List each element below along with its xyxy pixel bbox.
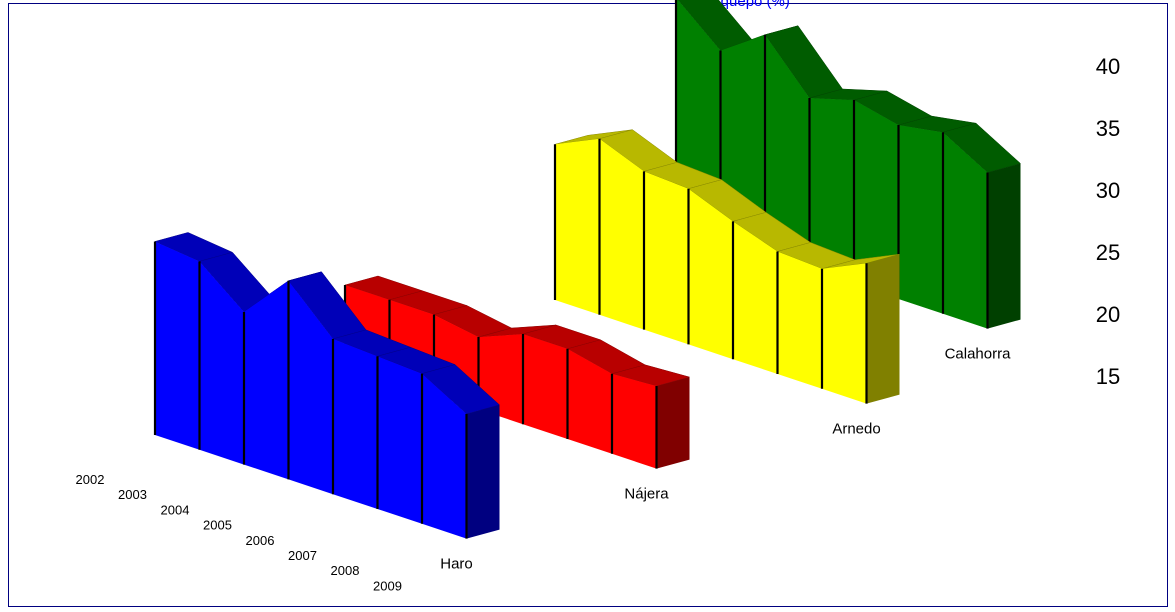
series-label-haro: Haro [440,556,473,573]
series-end-side [466,404,500,539]
series-end-side [656,377,690,469]
series-label-najera: Nájera [624,486,669,503]
series-front-face [345,285,657,469]
series-haro [153,232,501,539]
series-end-side [987,163,1021,329]
series-label-arnedo: Arnedo [832,421,880,438]
x-tick-label: 2009 [373,578,402,593]
y-tick-label: 15 [1096,364,1120,389]
x-tick-label: 2005 [203,518,232,533]
y-tick-label: 25 [1096,240,1120,265]
series-end-side [866,254,900,404]
x-tick-label: 2006 [246,533,275,548]
chart-title-fragment: porquepo (%) [699,0,790,10]
series-front-face [155,241,467,539]
y-tick-label: 35 [1096,116,1120,141]
y-tick-label: 20 [1096,302,1120,327]
x-tick-label: 2008 [331,563,360,578]
x-tick-label: 2004 [161,502,190,517]
series-front-face [555,138,867,404]
y-tick-label: 40 [1096,54,1120,79]
series-arnedo [553,129,900,404]
x-tick-label: 2007 [288,548,317,563]
x-tick-label: 2003 [118,487,147,502]
x-tick-label: 2002 [76,472,105,487]
y-tick-label: 30 [1096,178,1120,203]
series-label-calahorra: Calahorra [945,346,1012,363]
